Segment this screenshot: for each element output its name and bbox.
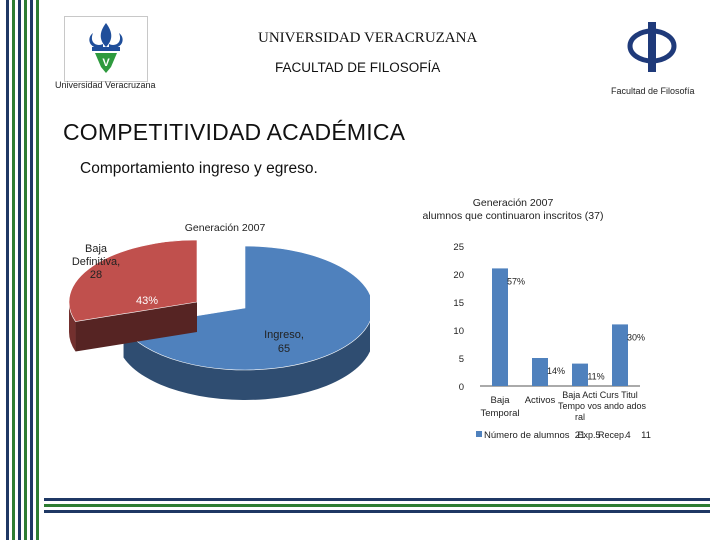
bar	[492, 268, 508, 386]
bar-title: Generación 2007 alumnos que continuaron i…	[423, 197, 604, 222]
logo-right-caption: Facultad de Filosofía	[611, 86, 695, 96]
x-category-label: Activos	[525, 395, 556, 406]
bar-data-label: 30%	[627, 332, 645, 342]
bar-data-label: 11%	[587, 372, 604, 382]
table-value: 21	[575, 430, 586, 441]
slide-subtitle: Comportamiento ingreso y egreso.	[80, 160, 318, 177]
bar-chart: Generación 2007 alumnos que continuaron i…	[423, 197, 651, 441]
bar-data-label: 57%	[507, 276, 525, 286]
table-value: 5	[595, 430, 600, 441]
bottom-rule	[44, 504, 710, 507]
x-category-label-overlap: Tempo vos ando ados	[558, 401, 647, 411]
bottom-rule	[44, 510, 710, 513]
pie-top	[123, 245, 370, 371]
logo-left-caption: Universidad Veracruzana	[55, 80, 156, 90]
pie-slices	[68, 239, 370, 400]
university-logo: V	[64, 16, 148, 82]
border-stripe	[6, 0, 9, 540]
pie-label-baja: Baja Definitiva, 28	[72, 243, 120, 281]
bar-data-label: 14%	[547, 366, 565, 376]
table-value: 4	[625, 430, 630, 441]
slide-title: COMPETITIVIDAD ACADÉMICA	[63, 119, 406, 145]
faculty-name: FACULTAD DE FILOSOFÍA	[275, 60, 441, 75]
x-category-label: Baja Temporal	[480, 395, 519, 419]
pie-side	[69, 302, 76, 352]
pie-label-ingreso: Ingreso, 65	[264, 329, 304, 355]
bottom-rule	[44, 498, 710, 501]
bar-chart-title: Generación 2007 alumnos que continuaron i…	[423, 197, 604, 222]
border-stripe	[18, 0, 21, 540]
y-tick-label: 15	[453, 298, 464, 309]
border-stripe	[12, 0, 15, 540]
pie-title: Generación 2007	[185, 222, 266, 234]
pie-slice-ingreso	[123, 245, 370, 400]
border-stripe	[30, 0, 33, 540]
pie-top	[68, 239, 198, 322]
svg-text:V: V	[102, 57, 110, 69]
y-tick-label: 25	[453, 242, 464, 253]
bar	[572, 363, 588, 386]
y-tick-label: 10	[453, 326, 464, 337]
fleur-de-lis-icon: V	[89, 23, 123, 73]
university-name: UNIVERSIDAD VERACRUZANA	[258, 30, 478, 46]
x-category-label-overlap: Exp. Recep.	[577, 430, 626, 440]
pie-slice-baja-definitiva	[68, 239, 198, 352]
y-tick-label: 20	[453, 270, 464, 281]
bar-labels: 57% 14% 11% 30%	[507, 276, 645, 381]
y-tick-label: 0	[459, 382, 464, 393]
x-category-label-overlap: Baja Acti Curs Titul	[562, 390, 638, 400]
pie-labels: Ingreso, 65 Baja Definitiva, 28 43%	[72, 243, 304, 355]
bar	[532, 358, 548, 386]
bar-legend: Número de alumnos 21 5 4 11	[476, 430, 651, 441]
border-stripe	[24, 0, 27, 540]
legend-label: Número de alumnos	[484, 430, 570, 441]
bar-categories: Baja Temporal Activos Baja Acti Curs TitulT…	[480, 390, 646, 440]
phi-logo-icon	[627, 22, 677, 72]
pie-percent-label: 43%	[136, 295, 158, 307]
y-tick-label: 5	[459, 354, 464, 365]
bar	[612, 324, 628, 386]
legend-swatch	[476, 431, 482, 437]
x-category-label-overlap: ral	[575, 412, 585, 422]
pie-cut-face	[75, 302, 197, 352]
pie-chart: Generación 2007 Ingreso, 65 Baja Definitiva…	[68, 222, 370, 400]
pie-side	[123, 321, 370, 400]
border-stripe	[36, 0, 39, 540]
bar-marks	[492, 268, 628, 386]
table-value: 11	[641, 430, 651, 441]
